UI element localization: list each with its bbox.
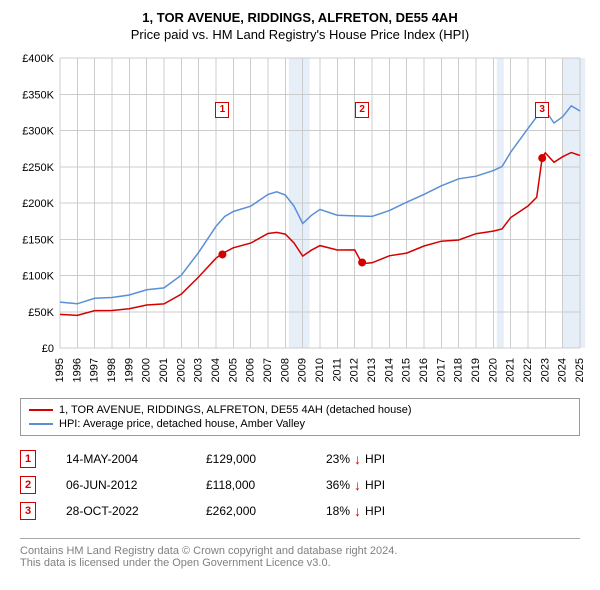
svg-text:2020: 2020 [487, 358, 499, 382]
svg-text:2002: 2002 [175, 358, 187, 382]
tx-price: £118,000 [206, 478, 296, 492]
svg-text:2000: 2000 [141, 358, 153, 382]
transactions-table: 1 14-MAY-2004 £129,000 23% ↓ HPI 2 06-JUN-201… [20, 446, 580, 524]
svg-text:£400K: £400K [22, 53, 54, 65]
tx-price: £262,000 [206, 504, 296, 518]
tx-badge: 3 [20, 502, 36, 520]
transaction-row: 1 14-MAY-2004 £129,000 23% ↓ HPI [20, 446, 580, 472]
chart-title-block: 1, TOR AVENUE, RIDDINGS, ALFRETON, DE55 … [10, 10, 590, 42]
svg-text:£350K: £350K [22, 89, 54, 101]
arrow-down-icon: ↓ [354, 451, 361, 467]
legend: 1, TOR AVENUE, RIDDINGS, ALFRETON, DE55 … [20, 398, 580, 436]
legend-label-hpi: HPI: Average price, detached house, Ambe… [59, 418, 305, 430]
svg-text:£250K: £250K [22, 162, 54, 174]
svg-text:2016: 2016 [418, 358, 430, 382]
svg-text:2013: 2013 [366, 358, 378, 382]
svg-text:2014: 2014 [383, 358, 395, 382]
svg-text:2019: 2019 [470, 358, 482, 382]
tx-date: 06-JUN-2012 [66, 478, 176, 492]
tx-badge: 1 [20, 450, 36, 468]
sale-point [218, 250, 226, 258]
svg-text:1995: 1995 [54, 358, 66, 382]
title-subtitle: Price paid vs. HM Land Registry's House … [10, 27, 590, 42]
attribution-line2: This data is licensed under the Open Gov… [20, 557, 580, 569]
arrow-down-icon: ↓ [354, 503, 361, 519]
legend-swatch-property [29, 409, 53, 411]
transaction-row: 2 06-JUN-2012 £118,000 36% ↓ HPI [20, 472, 580, 498]
tx-delta: 36% ↓ HPI [326, 477, 385, 493]
tx-badge: 2 [20, 476, 36, 494]
svg-text:2018: 2018 [453, 358, 465, 382]
legend-label-property: 1, TOR AVENUE, RIDDINGS, ALFRETON, DE55 … [59, 404, 412, 416]
chart-marker: 1 [215, 102, 229, 118]
svg-text:£200K: £200K [22, 198, 54, 210]
svg-text:2022: 2022 [522, 358, 534, 382]
svg-text:2007: 2007 [262, 358, 274, 382]
svg-text:£50K: £50K [28, 307, 54, 319]
svg-text:2006: 2006 [245, 358, 257, 382]
svg-text:2008: 2008 [279, 358, 291, 382]
svg-text:2003: 2003 [193, 358, 205, 382]
svg-text:£150K: £150K [22, 234, 54, 246]
svg-text:2010: 2010 [314, 358, 326, 382]
tx-date: 28-OCT-2022 [66, 504, 176, 518]
tx-date: 14-MAY-2004 [66, 452, 176, 466]
tx-delta: 23% ↓ HPI [326, 451, 385, 467]
svg-text:£100K: £100K [22, 271, 54, 283]
tx-delta: 18% ↓ HPI [326, 503, 385, 519]
price-chart: £0 £50K £100K £150K £200K £250K £300K £350K £400… [10, 48, 590, 388]
svg-text:1997: 1997 [89, 358, 101, 382]
svg-text:1999: 1999 [123, 358, 135, 382]
chart-container: £0 £50K £100K £150K £200K £250K £300K £350K £400… [10, 48, 590, 388]
chart-marker: 2 [355, 102, 369, 118]
sale-point [358, 258, 366, 266]
svg-text:2023: 2023 [539, 358, 551, 382]
svg-text:2011: 2011 [331, 358, 343, 382]
transaction-row: 3 28-OCT-2022 £262,000 18% ↓ HPI [20, 498, 580, 524]
attribution-line1: Contains HM Land Registry data © Crown c… [20, 545, 580, 557]
svg-text:2012: 2012 [349, 358, 361, 382]
svg-text:1998: 1998 [106, 358, 118, 382]
svg-text:2001: 2001 [158, 358, 170, 382]
svg-text:2024: 2024 [557, 358, 569, 382]
legend-item-hpi: HPI: Average price, detached house, Ambe… [29, 417, 571, 431]
legend-item-property: 1, TOR AVENUE, RIDDINGS, ALFRETON, DE55 … [29, 403, 571, 417]
arrow-down-icon: ↓ [354, 477, 361, 493]
attribution: Contains HM Land Registry data © Crown c… [20, 538, 580, 569]
svg-text:2021: 2021 [505, 358, 517, 382]
svg-text:1996: 1996 [71, 358, 83, 382]
chart-marker: 3 [535, 102, 549, 118]
svg-text:2005: 2005 [227, 358, 239, 382]
tx-price: £129,000 [206, 452, 296, 466]
svg-text:2015: 2015 [401, 358, 413, 382]
title-address: 1, TOR AVENUE, RIDDINGS, ALFRETON, DE55 … [10, 10, 590, 25]
sale-point [538, 154, 546, 162]
legend-swatch-hpi [29, 423, 53, 425]
svg-text:2004: 2004 [210, 358, 222, 382]
svg-text:2025: 2025 [574, 358, 586, 382]
svg-text:£300K: £300K [22, 126, 54, 138]
svg-text:2009: 2009 [297, 358, 309, 382]
svg-text:2017: 2017 [435, 358, 447, 382]
svg-text:£0: £0 [42, 343, 54, 355]
